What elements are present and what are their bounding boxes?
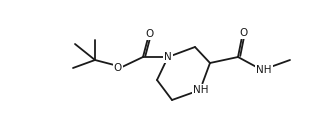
Text: N: N [164, 52, 172, 62]
Text: O: O [145, 29, 153, 39]
Text: NH: NH [256, 65, 272, 75]
Text: O: O [240, 28, 248, 38]
Text: O: O [114, 63, 122, 73]
Text: NH: NH [193, 85, 209, 95]
